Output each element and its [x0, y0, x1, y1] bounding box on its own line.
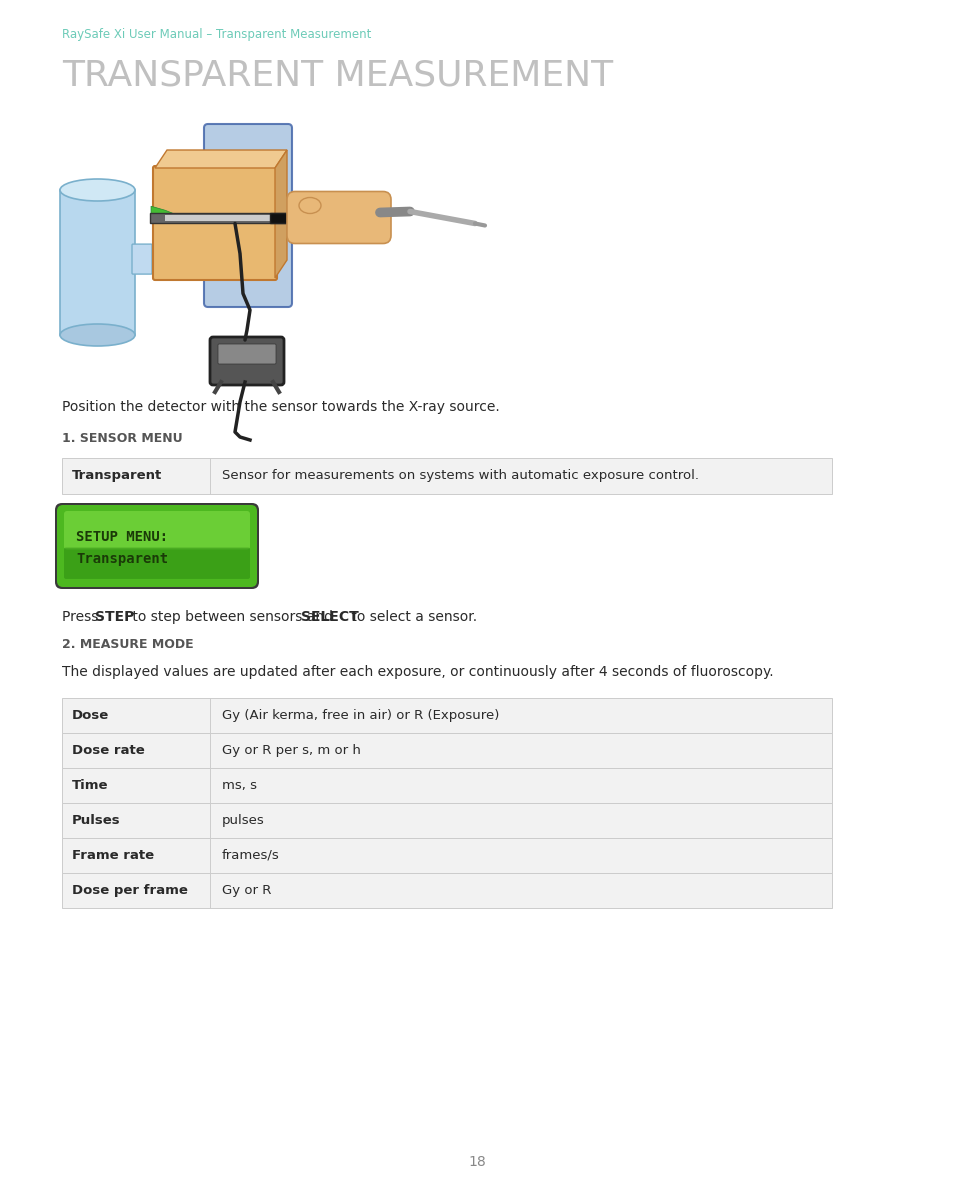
Text: ms, s: ms, s	[222, 779, 256, 792]
Ellipse shape	[60, 179, 135, 200]
Text: 18: 18	[468, 1155, 485, 1169]
Ellipse shape	[60, 324, 135, 346]
FancyBboxPatch shape	[210, 336, 284, 385]
Text: Transparent: Transparent	[71, 470, 162, 482]
FancyBboxPatch shape	[55, 503, 258, 589]
Text: frames/s: frames/s	[222, 849, 279, 863]
FancyBboxPatch shape	[152, 166, 276, 280]
Text: 1. SENSOR MENU: 1. SENSOR MENU	[62, 432, 182, 445]
Bar	[60, 190, 135, 335]
Bar	[62, 873, 831, 908]
Ellipse shape	[298, 198, 320, 214]
Text: Transparent: Transparent	[76, 552, 168, 565]
Bar	[62, 458, 831, 494]
Text: Sensor for measurements on systems with automatic exposure control.: Sensor for measurements on systems with …	[222, 470, 699, 482]
Bar	[62, 698, 831, 733]
Text: Dose per frame: Dose per frame	[71, 884, 188, 897]
FancyBboxPatch shape	[64, 511, 250, 550]
Bar	[62, 733, 831, 768]
FancyBboxPatch shape	[64, 548, 250, 579]
Text: Frame rate: Frame rate	[71, 849, 154, 863]
Text: STEP: STEP	[95, 610, 134, 624]
Polygon shape	[274, 150, 287, 278]
Polygon shape	[151, 206, 174, 222]
Text: Pulses: Pulses	[71, 814, 120, 827]
FancyBboxPatch shape	[287, 192, 391, 243]
Text: Gy or R per s, m or h: Gy or R per s, m or h	[222, 744, 360, 758]
FancyBboxPatch shape	[57, 505, 256, 587]
Text: Time: Time	[71, 779, 109, 792]
Text: pulses: pulses	[222, 814, 265, 827]
Text: Gy (Air kerma, free in air) or R (Exposure): Gy (Air kerma, free in air) or R (Exposu…	[222, 709, 498, 722]
Text: 2. MEASURE MODE: 2. MEASURE MODE	[62, 638, 193, 651]
Text: Press: Press	[62, 610, 103, 624]
Text: Dose: Dose	[71, 709, 110, 722]
Text: SETUP MENU:: SETUP MENU:	[76, 530, 168, 544]
Text: RaySafe Xi User Manual – Transparent Measurement: RaySafe Xi User Manual – Transparent Mea…	[62, 27, 371, 41]
Bar	[62, 803, 831, 837]
Text: TRANSPARENT MEASUREMENT: TRANSPARENT MEASUREMENT	[62, 58, 613, 92]
Text: SELECT: SELECT	[301, 610, 358, 624]
Bar	[270, 212, 294, 223]
Text: to select a sensor.: to select a sensor.	[347, 610, 476, 624]
Bar	[62, 768, 831, 803]
Bar	[62, 837, 831, 873]
Bar	[150, 212, 305, 223]
Bar	[165, 215, 285, 221]
Text: to step between sensors and: to step between sensors and	[128, 610, 337, 624]
Text: Gy or R: Gy or R	[222, 884, 271, 897]
FancyBboxPatch shape	[132, 245, 152, 274]
Text: Position the detector with the sensor towards the X-ray source.: Position the detector with the sensor to…	[62, 400, 499, 414]
Polygon shape	[154, 150, 287, 168]
Text: Dose rate: Dose rate	[71, 744, 145, 758]
Text: The displayed values are updated after each exposure, or continuously after 4 se: The displayed values are updated after e…	[62, 665, 773, 679]
FancyBboxPatch shape	[218, 344, 275, 364]
FancyBboxPatch shape	[204, 124, 292, 307]
